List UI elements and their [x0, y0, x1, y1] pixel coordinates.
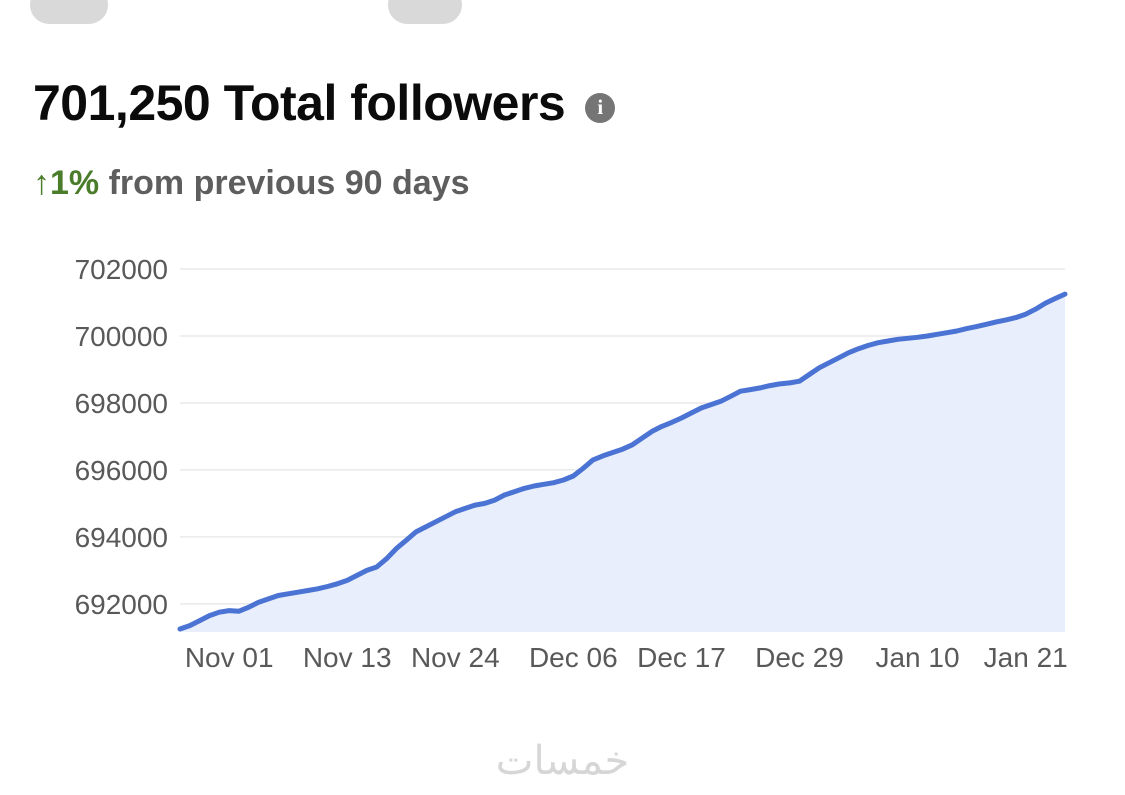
info-icon[interactable]: i	[585, 92, 616, 123]
change-period-text: from previous 90 days	[99, 164, 470, 202]
cropped-pill-button-1[interactable]	[30, 0, 108, 24]
trend-line	[177, 291, 1068, 632]
followers-change: ↑1% from previous 90 days	[33, 163, 470, 204]
followers-chart-svg: 692000 694000 696000 698000 700000 702000 Nov …	[75, 254, 1068, 673]
area-fill	[180, 294, 1065, 632]
x-tick-label: Dec 17	[637, 642, 726, 673]
y-tick-label: 694000	[75, 522, 168, 553]
x-tick-label: Nov 13	[303, 642, 392, 673]
y-tick-label: 700000	[75, 321, 168, 352]
y-tick-label: 698000	[75, 388, 168, 419]
x-tick-label: Jan 10	[875, 642, 959, 673]
followers-header: 701,250 Total followers i	[33, 75, 616, 131]
watermark: خمسات	[495, 739, 630, 783]
x-tick-label: Dec 06	[529, 642, 618, 673]
x-tick-label: Nov 01	[185, 642, 274, 673]
x-tick-label: Dec 29	[755, 642, 844, 673]
x-tick-label: Jan 21	[984, 642, 1068, 673]
x-tick-label: Nov 24	[411, 642, 500, 673]
y-tick-label: 696000	[75, 455, 168, 486]
page-title: 701,250 Total followers	[33, 75, 566, 131]
change-percent: ↑1%	[33, 164, 100, 202]
y-tick-label: 702000	[75, 254, 168, 285]
y-tick-label: 692000	[75, 589, 168, 620]
followers-chart: 692000 694000 696000 698000 700000 702000 Nov …	[30, 252, 1090, 677]
cropped-pill-button-2[interactable]	[388, 0, 462, 24]
